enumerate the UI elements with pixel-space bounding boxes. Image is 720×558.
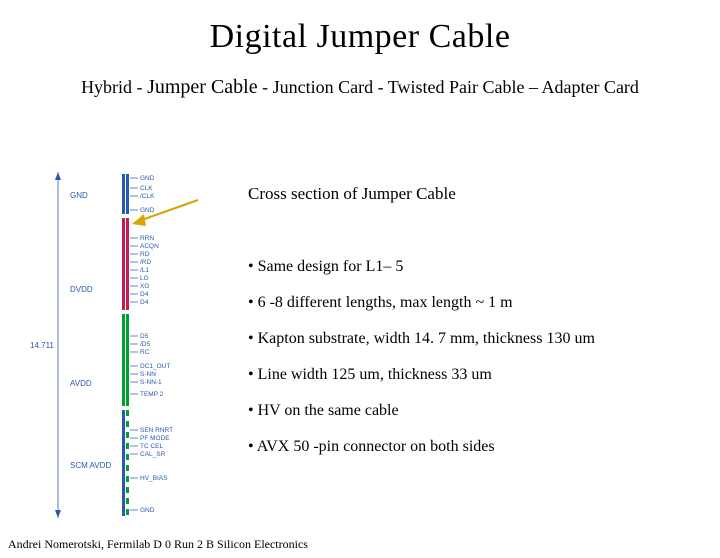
- svg-text:D4: D4: [140, 291, 149, 298]
- svg-text:/CLK: /CLK: [140, 193, 155, 200]
- subtitle-post: - Junction Card - Twisted Pair Cable – A…: [258, 77, 639, 97]
- svg-text:CAL_SR: CAL_SR: [140, 451, 166, 458]
- cable-cross-section-diagram: 14.711 GND DVDD AVDD SCM AVDD GND CLK /C…: [28, 168, 208, 524]
- footer: Andrei Nomerotski, Fermilab D 0 Run 2 B …: [8, 537, 308, 552]
- slide-title: Digital Jumper Cable: [0, 18, 720, 56]
- conductor-bar: [122, 174, 129, 516]
- subtitle: Hybrid - Jumper Cable - Junction Card - …: [0, 76, 720, 99]
- bullet-item: • HV on the same cable: [248, 402, 698, 420]
- svg-text:TC CEL: TC CEL: [140, 443, 164, 450]
- svg-text:PF MODE: PF MODE: [140, 435, 170, 442]
- svg-text:GND: GND: [140, 207, 155, 214]
- svg-text:/RD: /RD: [140, 259, 152, 266]
- svg-text:RD: RD: [140, 251, 150, 258]
- bullet-item: • 6 -8 different lengths, max length ~ 1…: [248, 294, 698, 312]
- left-label-dvdd: DVDD: [70, 285, 93, 294]
- svg-text:DC1_OUT: DC1_OUT: [140, 363, 170, 370]
- svg-text:RC: RC: [140, 349, 150, 356]
- signal-ticks: [130, 178, 138, 510]
- svg-text:S-NN-1: S-NN-1: [140, 379, 162, 386]
- left-label-gnd: GND: [70, 191, 88, 200]
- svg-text:GND: GND: [140, 175, 155, 182]
- cross-section-caption: Cross section of Jumper Cable: [248, 184, 456, 204]
- width-label: 14.711: [30, 341, 54, 350]
- right-group-1: RRN ACQN RD /RD /L1 LG XG D4 D4: [140, 235, 159, 306]
- svg-text:ACQN: ACQN: [140, 243, 159, 250]
- svg-text:XG: XG: [140, 283, 149, 290]
- svg-text:/D5: /D5: [140, 341, 151, 348]
- svg-text:LG: LG: [140, 275, 149, 282]
- svg-text:CLK: CLK: [140, 185, 153, 192]
- svg-text:GND: GND: [140, 507, 155, 514]
- svg-text:D4: D4: [140, 299, 149, 306]
- svg-text:RRN: RRN: [140, 235, 154, 242]
- svg-text:TEMP 2: TEMP 2: [140, 391, 164, 398]
- bullet-item: • Kapton substrate, width 14. 7 mm, thic…: [248, 330, 698, 348]
- bullet-item: • AVX 50 -pin connector on both sides: [248, 438, 698, 456]
- svg-text:S-NN: S-NN: [140, 371, 156, 378]
- svg-text:/L1: /L1: [140, 267, 149, 274]
- right-group-3: SEN RNRT PF MODE TC CEL CAL_SR HV_BIAS G…: [140, 427, 173, 514]
- left-label-avdd: AVDD: [70, 379, 92, 388]
- svg-text:D5: D5: [140, 333, 149, 340]
- right-group-0: GND CLK /CLK GND: [140, 175, 155, 214]
- subtitle-emph: Jumper Cable: [147, 76, 258, 98]
- right-group-2: D5 /D5 RC DC1_OUT S-NN S-NN-1 TEMP 2: [140, 333, 170, 398]
- bullet-item: • Line width 125 um, thickness 33 um: [248, 366, 698, 384]
- left-label-scm: SCM AVDD: [70, 461, 111, 470]
- svg-text:HV_BIAS: HV_BIAS: [140, 475, 168, 482]
- subtitle-pre: Hybrid -: [81, 77, 147, 97]
- bullet-list: • Same design for L1– 5 • 6 -8 different…: [248, 258, 698, 474]
- bullet-item: • Same design for L1– 5: [248, 258, 698, 276]
- svg-text:SEN RNRT: SEN RNRT: [140, 427, 173, 434]
